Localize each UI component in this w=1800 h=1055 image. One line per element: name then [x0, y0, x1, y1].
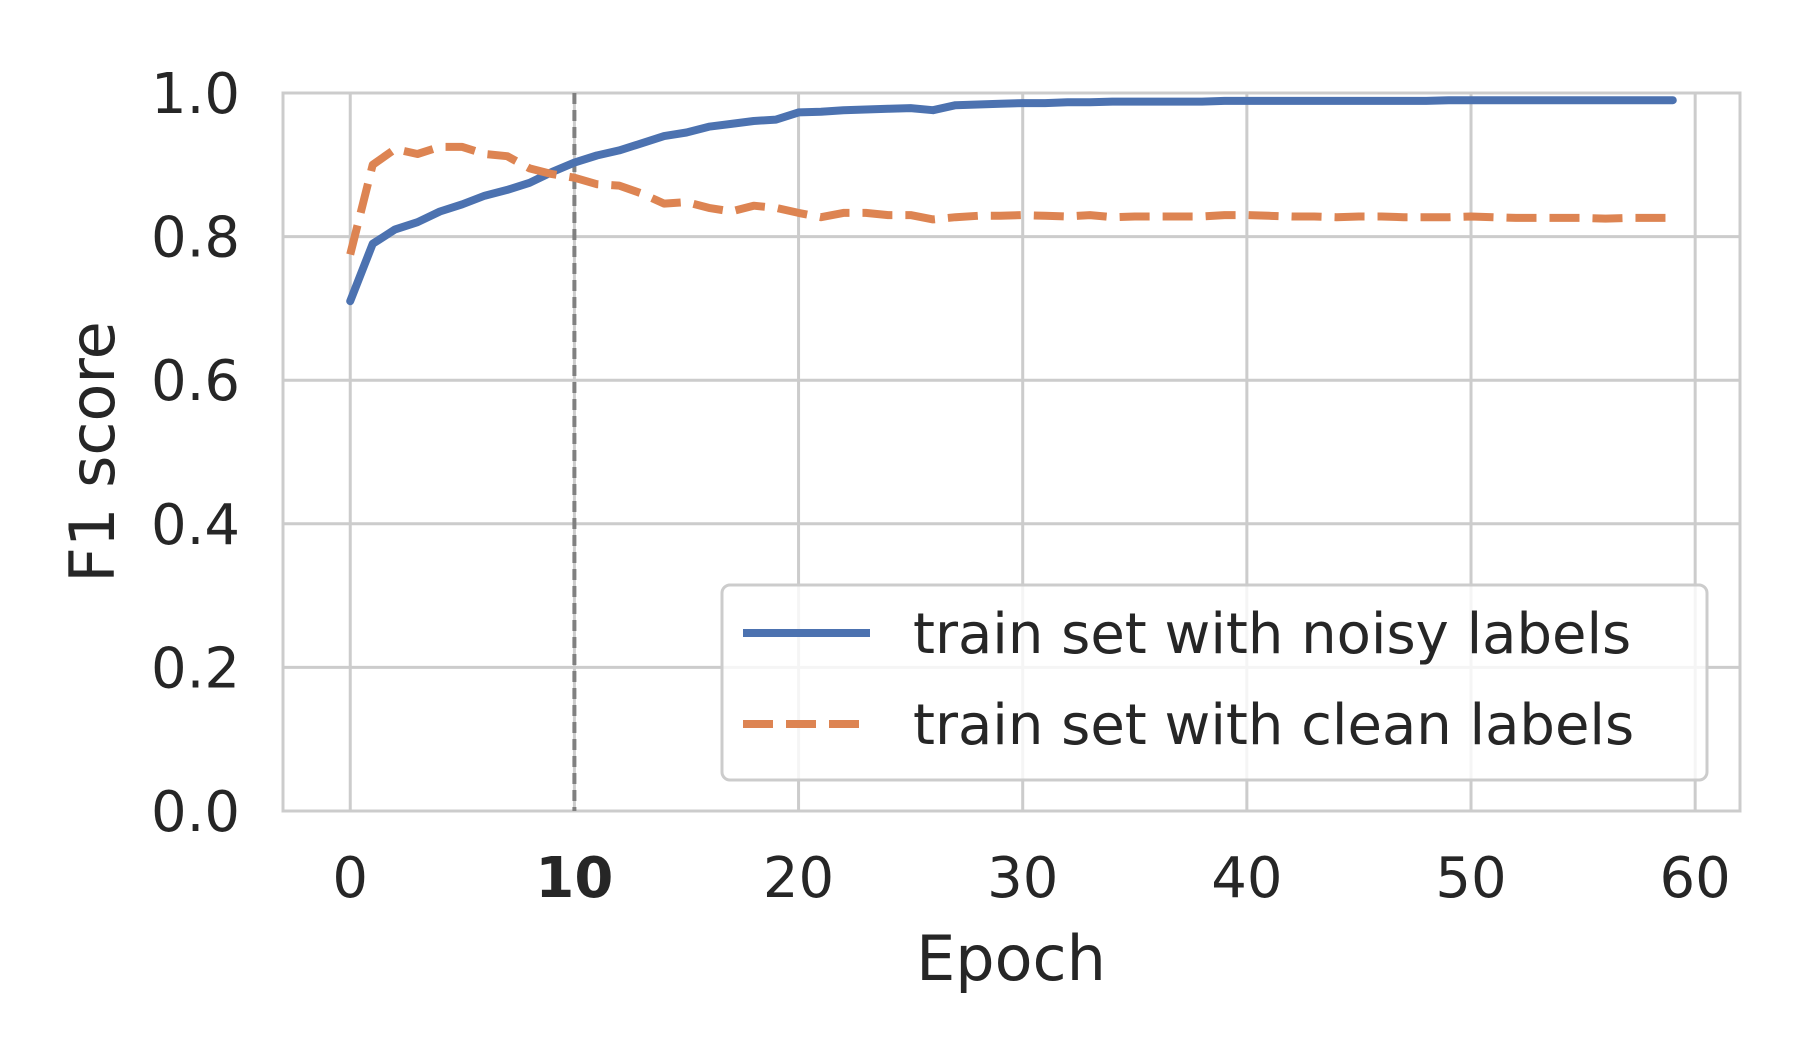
y-tick-label: 0.4 [151, 493, 240, 558]
y-tick-labels: 0.0 0.2 0.4 0.6 0.8 1.0 [151, 62, 240, 845]
x-tick-label: 10 [535, 846, 613, 911]
plot-frame [281, 91, 1742, 813]
x-tick-label: 40 [1211, 846, 1282, 911]
y-tick-label: 1.0 [151, 62, 240, 127]
series-line-clean [346, 142, 1673, 256]
x-tick-labels: 0 10 20 30 40 50 60 [332, 846, 1730, 911]
y-tick-label: 0.6 [151, 349, 240, 414]
y-tick-label: 0.8 [151, 206, 240, 271]
x-tick-label: 30 [987, 846, 1058, 911]
legend-label-noisy: train set with noisy labels [913, 602, 1631, 667]
legend-label-clean: train set with clean labels [913, 693, 1634, 758]
x-tick-label: 50 [1435, 846, 1506, 911]
y-axis-label: F1 score [56, 321, 129, 582]
x-axis-label: Epoch [916, 922, 1106, 995]
series-line-noisy [346, 96, 1677, 306]
legend-box [720, 583, 1709, 782]
x-tick-label: 60 [1660, 846, 1731, 911]
legend: train set with noisy labels train set wi… [720, 583, 1709, 782]
y-tick-label: 0.0 [151, 780, 240, 845]
series-group [346, 96, 1677, 306]
y-tick-label: 0.2 [151, 636, 240, 701]
x-tick-label: 20 [763, 846, 834, 911]
x-tick-label: 0 [332, 846, 368, 911]
